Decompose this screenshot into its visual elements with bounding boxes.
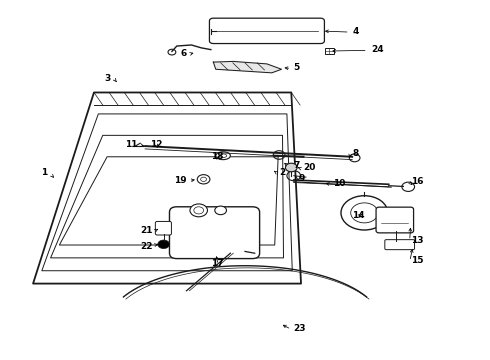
Polygon shape xyxy=(213,62,282,73)
Circle shape xyxy=(286,163,297,172)
Text: 5: 5 xyxy=(294,63,300,72)
FancyBboxPatch shape xyxy=(170,207,260,258)
Text: 6: 6 xyxy=(180,49,187,58)
FancyBboxPatch shape xyxy=(209,18,324,44)
Text: 12: 12 xyxy=(150,140,163,149)
FancyBboxPatch shape xyxy=(376,207,414,233)
Text: 8: 8 xyxy=(352,149,359,158)
Circle shape xyxy=(215,206,226,215)
Text: 3: 3 xyxy=(105,74,111,83)
Text: 23: 23 xyxy=(294,324,306,333)
Text: 2: 2 xyxy=(279,168,285,177)
Text: 7: 7 xyxy=(294,161,300,170)
Ellipse shape xyxy=(216,152,230,159)
Circle shape xyxy=(341,196,388,230)
Text: 4: 4 xyxy=(352,27,359,36)
Text: 14: 14 xyxy=(352,211,365,220)
Text: 10: 10 xyxy=(333,179,345,188)
FancyBboxPatch shape xyxy=(385,240,415,249)
Text: 24: 24 xyxy=(372,45,384,54)
Text: 22: 22 xyxy=(140,242,152,251)
Circle shape xyxy=(158,240,170,249)
Text: 13: 13 xyxy=(411,236,423,245)
Text: 11: 11 xyxy=(125,140,138,149)
Text: 18: 18 xyxy=(211,152,223,161)
Text: 15: 15 xyxy=(411,256,423,265)
Circle shape xyxy=(190,204,207,217)
Text: 21: 21 xyxy=(140,225,152,234)
Text: 16: 16 xyxy=(411,177,423,186)
Text: 20: 20 xyxy=(303,163,316,172)
Text: 9: 9 xyxy=(298,174,305,183)
FancyBboxPatch shape xyxy=(155,221,172,235)
Text: 19: 19 xyxy=(174,176,187,185)
Text: 1: 1 xyxy=(42,168,48,177)
Text: 17: 17 xyxy=(211,260,223,269)
